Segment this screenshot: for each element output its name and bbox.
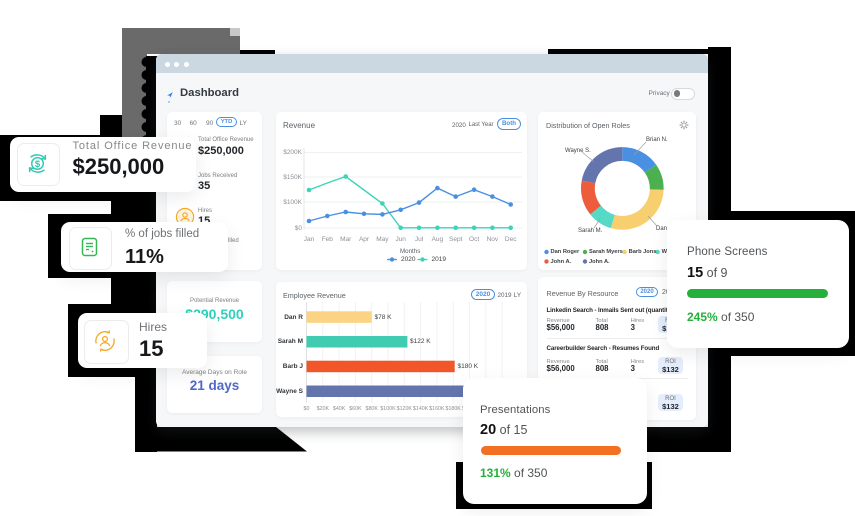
svg-text:$: $: [35, 158, 41, 169]
